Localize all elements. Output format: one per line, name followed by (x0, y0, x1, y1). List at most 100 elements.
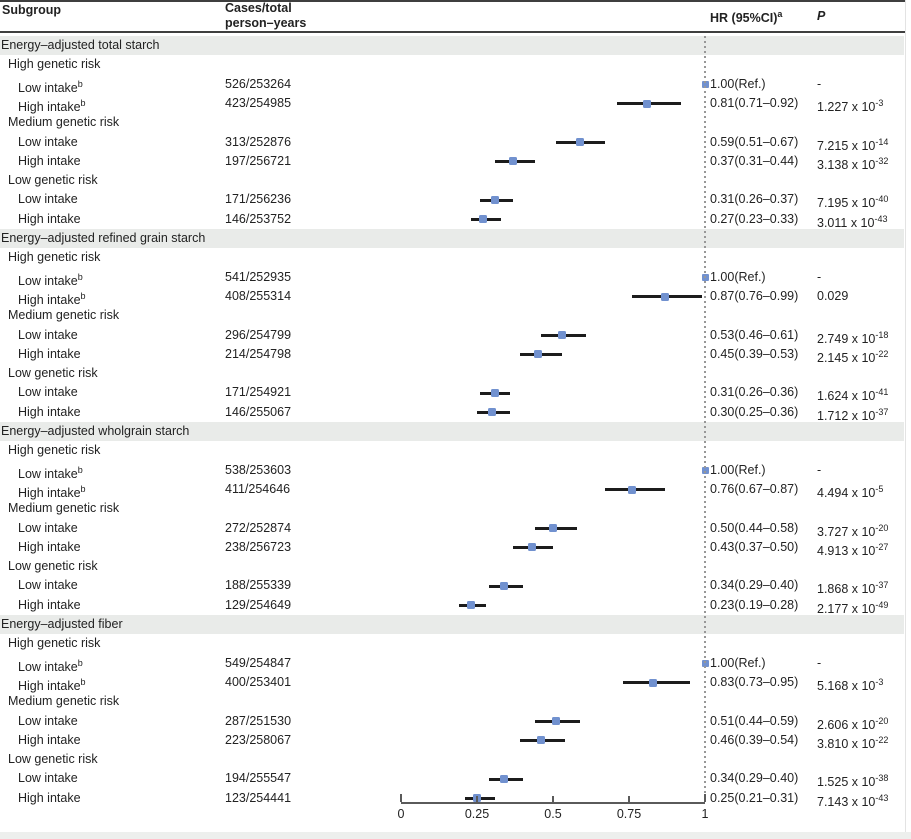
intake-row-label: Low intakeb (18, 271, 83, 288)
p-value: 2.606 x 10-20 (817, 715, 889, 732)
column-header-cases-line2: person–years (225, 15, 307, 30)
forest-marker (552, 717, 561, 726)
p-exponent: -20 (875, 715, 889, 726)
hr-ci-value: 0.23(0.19–0.28) (710, 597, 799, 612)
hr-ci-value: 0.46(0.39–0.54) (710, 732, 799, 747)
hr-ci-value: 1.00(Ref.) (710, 655, 766, 670)
genetic-risk-group-label: Low genetic risk (8, 173, 98, 188)
genetic-risk-group-label: Medium genetic risk (8, 308, 120, 323)
hr-ci-value: 0.51(0.44–0.59) (710, 713, 799, 728)
genetic-risk-group-label: High genetic risk (8, 57, 101, 72)
cases-value: 411/254646 (225, 481, 291, 496)
intake-row-label: High intake (18, 539, 81, 554)
intake-row-label: Low intake (18, 385, 78, 400)
p-value: 4.913 x 10-27 (817, 541, 889, 558)
p-exponent: -41 (875, 387, 889, 398)
p-value: 5.168 x 10-3 (817, 676, 884, 694)
intake-footnote-marker: b (77, 464, 83, 475)
p-value: 1.868 x 10-37 (817, 580, 889, 597)
section-band-label: Energy–adjusted refined grain starch (1, 231, 206, 245)
intake-row-label: Low intake (18, 713, 78, 728)
hr-ci-value: 0.31(0.26–0.36) (710, 385, 799, 400)
header-rule (0, 31, 905, 33)
intake-row-label: High intake (18, 153, 81, 168)
p-value: 3.727 x 10-20 (817, 522, 889, 539)
genetic-risk-group-label: Medium genetic risk (8, 115, 120, 130)
intake-footnote-marker: b (80, 676, 86, 687)
p-exponent: -14 (875, 136, 889, 147)
hr-ci-value: 0.81(0.71–0.92) (710, 95, 799, 110)
forest-marker (500, 582, 509, 591)
genetic-risk-group-label: Low genetic risk (8, 559, 98, 574)
intake-row-label: High intake (18, 732, 81, 747)
hr-ci-value: 0.45(0.39–0.53) (710, 346, 799, 361)
cases-value: 408/255314 (225, 288, 292, 303)
intake-row-label: High intake (18, 346, 81, 361)
p-value: 7.215 x 10-14 (817, 136, 889, 153)
p-exponent: -5 (875, 483, 884, 494)
genetic-risk-group-label: Low genetic risk (8, 366, 98, 381)
hr-ci-value: 0.37(0.31–0.44) (710, 153, 799, 168)
p-exponent: -22 (875, 734, 889, 745)
section-band: Energy–adjusted refined grain starch (0, 229, 904, 249)
intake-row-label: Low intakeb (18, 657, 83, 674)
section-band-label: Energy–adjusted fiber (1, 617, 123, 631)
column-header-subgroup: Subgroup (2, 3, 62, 17)
forest-marker (661, 292, 670, 301)
hr-ci-value: 1.00(Ref.) (710, 269, 766, 284)
intake-row-label: Low intakeb (18, 78, 83, 95)
p-exponent: -18 (875, 329, 889, 340)
forest-marker (558, 331, 567, 340)
section-band: Energy–adjusted wholgrain starch (0, 422, 904, 442)
hr-ci-value: 0.50(0.44–0.58) (710, 520, 799, 535)
cases-value: 194/255547 (225, 771, 292, 786)
cases-value: 171/256236 (225, 192, 292, 207)
p-value: - (817, 655, 822, 670)
hr-ci-value: 1.00(Ref.) (710, 462, 766, 477)
p-value: 2.749 x 10-18 (817, 329, 889, 346)
cases-value: 296/254799 (225, 327, 292, 342)
cases-value: 146/255067 (225, 404, 292, 419)
axis-tick (552, 796, 554, 802)
forest-marker (576, 138, 585, 147)
axis-tick (400, 794, 402, 802)
genetic-risk-group-label: High genetic risk (8, 250, 101, 265)
p-exponent: -49 (875, 599, 889, 610)
p-value: 3.810 x 10-22 (817, 734, 889, 751)
axis-tick-label: 0.25 (464, 807, 490, 821)
axis-tick (476, 796, 478, 802)
forest-marker (491, 389, 500, 398)
p-value: 7.195 x 10-40 (817, 194, 889, 211)
p-value: 3.011 x 10-43 (817, 213, 888, 230)
intake-row-label: High intakeb (18, 290, 86, 308)
cases-value: 400/253401 (225, 674, 292, 689)
forest-marker (509, 157, 518, 166)
hr-footnote-marker: a (777, 9, 783, 19)
intake-row-label: Low intakeb (18, 464, 83, 481)
p-exponent: -20 (875, 522, 889, 533)
hr-ci-value: 0.76(0.67–0.87) (710, 481, 799, 496)
genetic-risk-group-label: Medium genetic risk (8, 501, 120, 516)
hr-ci-value: 0.83(0.73–0.95) (710, 674, 799, 689)
intake-footnote-marker: b (77, 271, 83, 282)
p-value: 2.177 x 10-49 (817, 599, 889, 616)
axis-tick (628, 796, 630, 802)
hr-ci-value: 0.87(0.76–0.99) (710, 288, 799, 303)
p-exponent: -40 (875, 194, 889, 205)
p-value: - (817, 76, 822, 91)
intake-footnote-marker: b (80, 97, 86, 108)
forest-marker (500, 775, 509, 784)
forest-marker (533, 350, 542, 359)
p-value: 2.145 x 10-22 (817, 348, 889, 365)
intake-footnote-marker: b (80, 483, 86, 494)
intake-row-label: High intakeb (18, 483, 86, 501)
p-value: 7.143 x 10-43 (817, 792, 889, 809)
hr-ci-value: 0.30(0.25–0.36) (710, 404, 799, 419)
p-exponent: -3 (875, 97, 884, 108)
bottom-strip (0, 832, 911, 839)
axis-tick-label: 0 (397, 807, 405, 821)
intake-row-label: Low intake (18, 134, 78, 149)
column-header-cases: Cases/total person–years (225, 1, 306, 30)
intake-row-label: Low intake (18, 327, 78, 342)
